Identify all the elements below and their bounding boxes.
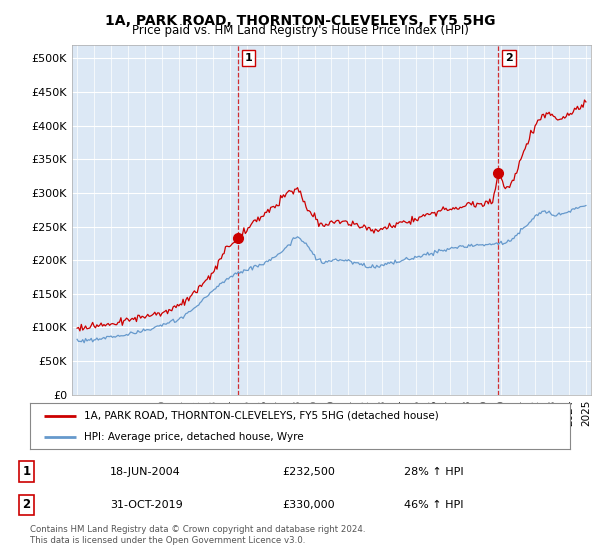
Text: £330,000: £330,000 [283,500,335,510]
Text: Price paid vs. HM Land Registry's House Price Index (HPI): Price paid vs. HM Land Registry's House … [131,24,469,37]
Text: 18-JUN-2004: 18-JUN-2004 [110,466,181,477]
Text: 1A, PARK ROAD, THORNTON-CLEVELEYS, FY5 5HG: 1A, PARK ROAD, THORNTON-CLEVELEYS, FY5 5… [105,14,495,28]
Text: 1: 1 [244,53,252,63]
Text: 1A, PARK ROAD, THORNTON-CLEVELEYS, FY5 5HG (detached house): 1A, PARK ROAD, THORNTON-CLEVELEYS, FY5 5… [84,410,439,421]
Text: HPI: Average price, detached house, Wyre: HPI: Average price, detached house, Wyre [84,432,304,442]
Text: 28% ↑ HPI: 28% ↑ HPI [404,466,463,477]
Text: Contains HM Land Registry data © Crown copyright and database right 2024.
This d: Contains HM Land Registry data © Crown c… [30,525,365,545]
Text: 2: 2 [505,53,513,63]
Text: 2: 2 [22,498,31,511]
Text: 31-OCT-2019: 31-OCT-2019 [110,500,182,510]
Text: 46% ↑ HPI: 46% ↑ HPI [404,500,463,510]
Text: £232,500: £232,500 [283,466,335,477]
Text: 1: 1 [22,465,31,478]
